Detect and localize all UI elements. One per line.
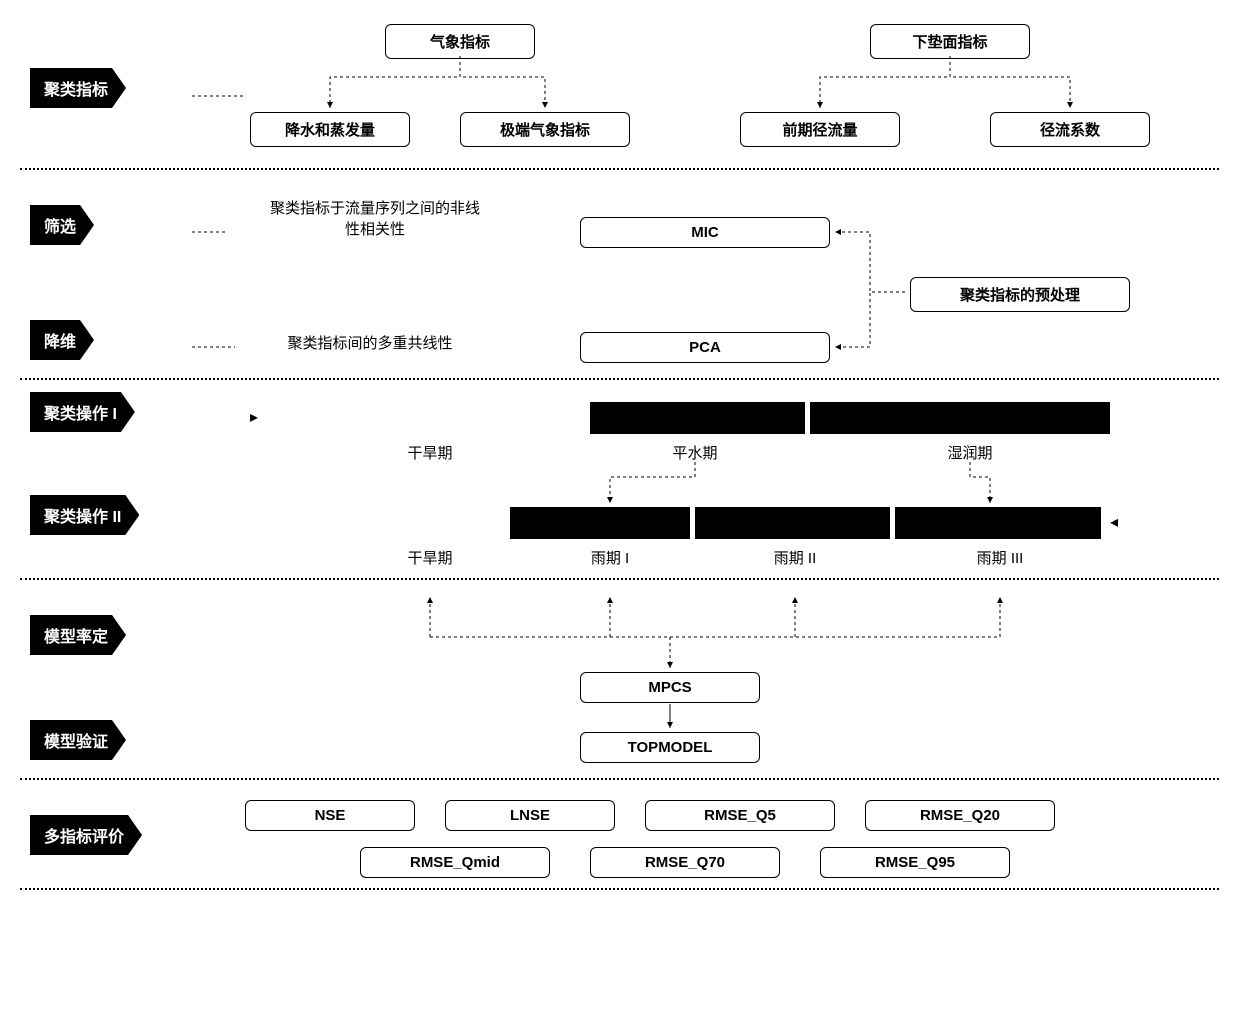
note-nonlinear: 聚类指标于流量序列之间的非线 性相关性 [230, 197, 520, 239]
box-nse: NSE [245, 800, 415, 831]
lbl-rain3: 雨期 III [960, 547, 1040, 568]
box-preprocess-side: 聚类指标的预处理 [910, 277, 1130, 312]
box-rmse-qmid: RMSE_Qmid [360, 847, 550, 878]
label-validation: 模型验证 [30, 720, 126, 760]
lbl-rain1: 雨期 I [570, 547, 650, 568]
box-rmse-q20: RMSE_Q20 [865, 800, 1055, 831]
box-runoff-coeff: 径流系数 [990, 112, 1150, 147]
note-multicollinear: 聚类指标间的多重共线性 [245, 332, 495, 353]
box-precip-evap: 降水和蒸发量 [250, 112, 410, 147]
bar-op2-b [695, 507, 890, 539]
section-cluster-ops: 聚类操作 I 聚类操作 II ▸ 干旱期 平水期 湿润期 ◂ 干旱期 雨期 I … [20, 380, 1219, 580]
label-multi-eval: 多指标评价 [30, 815, 142, 855]
box-topmodel: TOPMODEL [580, 732, 760, 763]
label-op2: 聚类操作 II [30, 495, 139, 535]
box-rmse-q70: RMSE_Q70 [590, 847, 780, 878]
label-cluster-indicators: 聚类指标 [30, 68, 126, 108]
section-preprocess: 筛选 降维 聚类指标于流量序列之间的非线 性相关性 聚类指标间的多重共线性 MI… [20, 170, 1219, 380]
label-op1: 聚类操作 I [30, 392, 135, 432]
section-evaluation: 多指标评价 NSE LNSE RMSE_Q5 RMSE_Q20 RMSE_Qmi… [20, 780, 1219, 890]
bar-op1-b [810, 402, 1110, 434]
box-surface: 下垫面指标 [870, 24, 1030, 59]
bar-op2-a [510, 507, 690, 539]
lbl-wet: 湿润期 [930, 442, 1010, 463]
label-dimreduce: 降维 [30, 320, 94, 360]
section-model: 模型率定 模型验证 MPCS TOPMODEL [20, 580, 1219, 780]
box-meteo: 气象指标 [385, 24, 535, 59]
op2-arrow-marker: ◂ [1110, 512, 1118, 532]
box-prior-runoff: 前期径流量 [740, 112, 900, 147]
box-pca: PCA [580, 332, 830, 363]
box-mpcs: MPCS [580, 672, 760, 703]
lbl-dry1: 干旱期 [390, 442, 470, 463]
label-filter: 筛选 [30, 205, 94, 245]
connectors-s1 [190, 22, 1239, 182]
lbl-rain2: 雨期 II [755, 547, 835, 568]
section-clustering-indicators: 聚类指标 气象指标 下垫面指标 降水和蒸发量 极端气象指标 前期径流量 径流系数 [20, 10, 1219, 170]
box-rmse-q5: RMSE_Q5 [645, 800, 835, 831]
label-calibration: 模型率定 [30, 615, 126, 655]
box-mic: MIC [580, 217, 830, 248]
lbl-normal: 平水期 [655, 442, 735, 463]
bar-op2-c [895, 507, 1101, 539]
box-rmse-q95: RMSE_Q95 [820, 847, 1010, 878]
box-extreme-meteo: 极端气象指标 [460, 112, 630, 147]
lbl-dry2: 干旱期 [390, 547, 470, 568]
op1-arrow-marker: ▸ [250, 407, 258, 427]
bar-op1-a [590, 402, 805, 434]
box-lnse: LNSE [445, 800, 615, 831]
